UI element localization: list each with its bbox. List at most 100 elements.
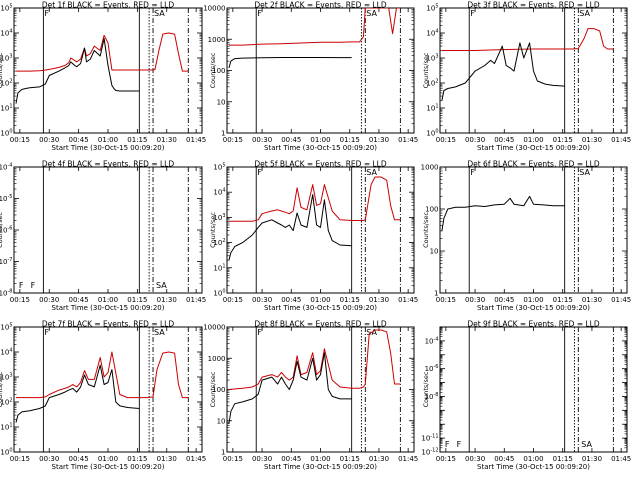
y-tick-label: 103 <box>0 373 12 382</box>
x-tick-label: 01:15 <box>340 136 360 144</box>
y-tick-label: 104 <box>213 188 225 197</box>
y-tick-label: 101 <box>426 104 438 113</box>
y-axis-label: Counts/sec <box>422 52 430 88</box>
plot-frame <box>439 166 628 294</box>
y-tick-label: 101 <box>213 263 225 272</box>
plot-frame <box>226 326 415 453</box>
x-tick-label: 01:00 <box>523 455 543 463</box>
x-tick-label: 00:45 <box>281 296 301 304</box>
marker-label: F <box>44 9 49 18</box>
y-tick-label: 1000 <box>208 36 226 44</box>
x-tick-label: 00:15 <box>223 296 243 304</box>
plot-frame <box>13 326 203 453</box>
series-line-red-lld <box>228 329 401 390</box>
x-tick-label: 00:30 <box>39 136 59 144</box>
x-tick-label: 00:30 <box>465 136 485 144</box>
y-tick-label: 1000 <box>208 355 226 363</box>
marker-label: F <box>257 328 262 337</box>
y-tick-label: 1 <box>434 290 438 298</box>
x-tick-label: 00:45 <box>494 455 514 463</box>
marker-label: F <box>470 168 475 177</box>
y-tick-label: 104 <box>0 348 12 357</box>
x-tick-label: 01:45 <box>611 296 631 304</box>
y-tick-label: 10-6 <box>425 364 439 373</box>
x-tick-label: 00:45 <box>69 296 89 304</box>
series-line-red-lld <box>228 8 401 46</box>
series-line-black-events <box>228 352 352 424</box>
series-line-black-events <box>15 38 140 104</box>
y-axis-label: Counts/sec <box>209 212 217 248</box>
x-tick-label: 01:00 <box>523 136 543 144</box>
x-tick-label: 00:30 <box>252 296 272 304</box>
series-line-red-lld <box>16 32 189 72</box>
plot-title: Det 2f BLACK = Events, RED = LLD <box>254 1 387 10</box>
y-tick-label: 100 <box>212 386 225 394</box>
x-axis-label: Start Time (30-Oct-15 00:09:20) <box>477 463 590 471</box>
y-tick-label: 104 <box>426 29 438 38</box>
panel-det-3: Det 3f BLACK = Events, RED = LLD 00:15 00:… <box>422 1 631 153</box>
x-tick-label: 01:15 <box>553 136 573 144</box>
x-tick-label: 01:30 <box>369 455 389 463</box>
x-tick-label: 01:00 <box>310 136 330 144</box>
y-tick-label: 102 <box>0 398 12 407</box>
y-tick-label: 10-12 <box>421 448 438 457</box>
y-tick-label: 100 <box>426 129 438 138</box>
marker-label: SA <box>154 9 165 18</box>
marker-label: F <box>31 281 36 290</box>
marker-label: F <box>470 9 475 18</box>
y-tick-label: 103 <box>0 54 12 63</box>
x-tick-label: 01:00 <box>523 296 543 304</box>
y-tick-label: 100 <box>425 206 438 214</box>
plot-title: Det 9f BLACK = Events, RED = LLD <box>467 320 600 329</box>
panel-det-1: Det 1f BLACK = Events, RED = LLD 00:15 00:… <box>0 1 206 153</box>
marker-label: F <box>445 440 450 449</box>
plot-frame <box>226 166 415 294</box>
y-axis-label: Counts/sec <box>209 371 217 407</box>
series-line-red-lld <box>441 28 614 51</box>
y-tick-label: 10000 <box>203 324 225 332</box>
x-tick-label: 01:15 <box>127 136 147 144</box>
x-tick-label: 01:30 <box>582 296 602 304</box>
x-axis-label: Start Time (30-Oct-15 00:09:20) <box>52 144 165 152</box>
x-tick-label: 00:45 <box>281 136 301 144</box>
x-tick-label: 01:30 <box>582 136 602 144</box>
x-tick-label: 01:00 <box>98 455 118 463</box>
x-tick-label: 00:45 <box>494 136 514 144</box>
x-tick-label: 01:30 <box>157 296 177 304</box>
y-tick-label: 105 <box>0 4 12 13</box>
y-tick-label: 102 <box>213 238 225 247</box>
x-tick-label: 00:30 <box>465 455 485 463</box>
panel-det-5: Det 5f BLACK = Events, RED = LLD 00:15 00:… <box>209 160 418 313</box>
x-tick-label: 00:45 <box>69 136 89 144</box>
series-line-black-events <box>15 364 140 423</box>
x-tick-label: 00:15 <box>436 136 456 144</box>
panel-det-2: Det 2f BLACK = Events, RED = LLD 00:15 00:… <box>203 1 418 153</box>
marker-label: F <box>257 168 262 177</box>
x-tick-label: 01:15 <box>127 455 147 463</box>
x-tick-label: 00:30 <box>39 296 59 304</box>
x-axis-label: Start Time (30-Oct-15 00:09:20) <box>477 304 590 312</box>
y-tick-label: 10-8 <box>425 392 439 401</box>
x-tick-label: 01:45 <box>186 455 206 463</box>
x-tick-label: 00:30 <box>465 296 485 304</box>
series-line-black-events <box>441 195 565 232</box>
y-tick-label: 102 <box>426 79 438 88</box>
plot-frame <box>439 326 628 453</box>
x-tick-label: 00:15 <box>10 455 30 463</box>
marker-label: SA <box>579 9 590 18</box>
y-tick-label: 1 <box>221 130 225 138</box>
x-axis-label: Start Time (30-Oct-15 00:09:20) <box>264 144 377 152</box>
x-tick-label: 00:45 <box>494 296 514 304</box>
y-tick-label: 105 <box>213 163 225 172</box>
y-tick-label: 100 <box>0 129 12 138</box>
x-axis-label: Start Time (30-Oct-15 00:09:20) <box>52 304 165 312</box>
x-tick-label: 00:30 <box>252 136 272 144</box>
x-tick-label: 01:45 <box>186 296 206 304</box>
x-tick-label: 01:30 <box>582 455 602 463</box>
marker-label: F <box>257 9 262 18</box>
marker-label: F <box>19 281 24 290</box>
y-tick-label: 100 <box>0 448 12 457</box>
marker-label: SA <box>366 9 377 18</box>
x-tick-label: 01:15 <box>340 296 360 304</box>
